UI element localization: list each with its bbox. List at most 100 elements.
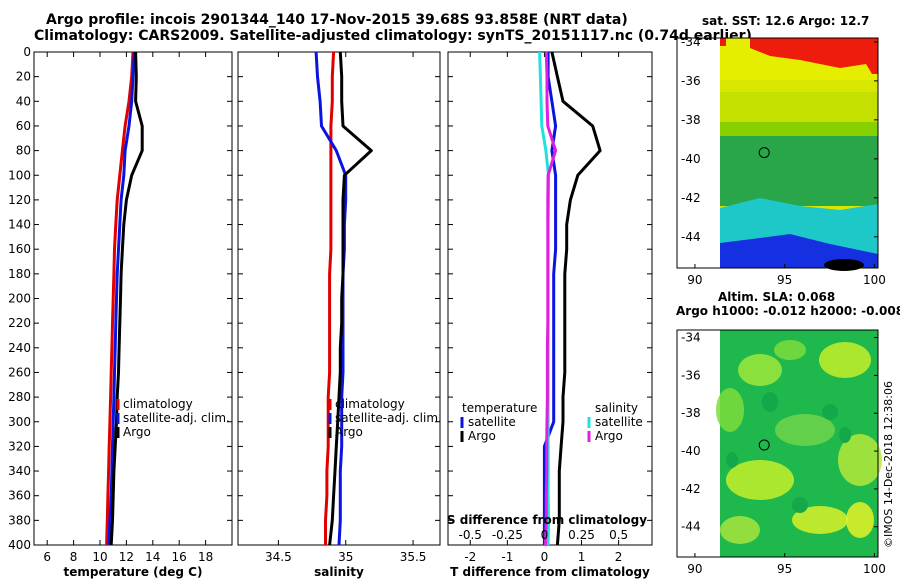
difference-xtick-label: 0	[541, 550, 549, 564]
depth-tick-label: 340	[8, 464, 31, 478]
temperature-series-climatology	[105, 51, 135, 546]
sla-low-spot	[822, 404, 838, 420]
diff-legend-temperature-title: temperature	[462, 401, 537, 415]
imos-credit: ©IMOS 14-Dec-2018 12:38:06	[882, 381, 895, 548]
sst-map-ytick-label: -44	[681, 230, 701, 244]
depth-tick-label: 40	[16, 94, 31, 108]
sst-map-frame	[676, 37, 879, 269]
sla-anomaly-blob	[726, 460, 794, 500]
temperature-series-satellite-adj-clim-	[107, 51, 136, 546]
temperature-legend-label: satellite-adj. clim.	[123, 411, 230, 425]
sla-anomaly-blob	[792, 506, 848, 534]
temperature-xtick-label: 16	[172, 550, 187, 564]
temperature-xtick-label: 18	[198, 550, 213, 564]
depth-tick-label: 400	[8, 538, 31, 552]
sla-map-ytick-label: -44	[681, 520, 701, 534]
sst-map-ytick-label: -36	[681, 74, 701, 88]
header-line-2: Climatology: CARS2009. Satellite-adjuste…	[34, 28, 752, 44]
sla-anomaly-blob	[819, 342, 871, 378]
temperature-xtick-label: 8	[70, 550, 78, 564]
difference-series-temperature-satellite	[542, 52, 558, 545]
sla-map-xtick-label: 95	[777, 562, 792, 576]
sla-argo-position-marker	[758, 439, 770, 451]
sla-map-xtick-label: 100	[863, 562, 886, 576]
header-line-1: Argo profile: incois 2901344_140 17-Nov-…	[46, 12, 628, 28]
sst-band-green	[720, 136, 878, 206]
sla-map-ytick-label: -40	[681, 444, 701, 458]
difference-xtick-label: -2	[464, 550, 476, 564]
diff-top-xtick-label: -0.5	[459, 528, 482, 542]
sla-map-ytick-label: -42	[681, 482, 701, 496]
salinity-series-climatology	[324, 51, 336, 545]
sst-map-xtick-label: 95	[777, 273, 792, 287]
difference-xlabel: T difference from climatology	[450, 565, 650, 579]
sla-anomaly-blob	[716, 388, 744, 432]
sst-map-xtick-label: 90	[687, 273, 702, 287]
sla-anomaly-blob	[720, 516, 760, 544]
depth-tick-label: 160	[8, 242, 31, 256]
diff-legend-salinity-label: Argo	[595, 429, 623, 443]
depth-tick-label: 20	[16, 70, 31, 84]
sst-map-ytick-label: -38	[681, 113, 701, 127]
sla-anomaly-blob	[738, 354, 782, 386]
sst-band-mid	[720, 92, 878, 122]
depth-tick-label: 380	[8, 513, 31, 527]
depth-tick-label: 300	[8, 415, 31, 429]
salinity-xlabel: salinity	[314, 565, 364, 579]
depth-tick-label: 140	[8, 218, 31, 232]
sla-anomaly-blob	[838, 434, 882, 486]
difference-xtick-label: -1	[501, 550, 513, 564]
sla-anomaly-blob	[846, 502, 874, 538]
sst-warm-patch	[750, 38, 878, 74]
sst-map-xtick-label: 100	[863, 273, 886, 287]
depth-tick-label: 240	[8, 341, 31, 355]
temperature-xlabel: temperature (deg C)	[64, 565, 203, 579]
sla-low-spot	[726, 452, 738, 468]
diff-legend-salinity-label: satellite	[595, 415, 643, 429]
difference-series-temperature-argo	[550, 51, 602, 546]
temperature-legend-label: climatology	[123, 397, 193, 411]
diff-legend-temperature-label: Argo	[468, 429, 496, 443]
depth-tick-label: 220	[8, 316, 31, 330]
sst-warm-speck	[720, 38, 726, 46]
depth-tick-label: 60	[16, 119, 31, 133]
diff-top-xtick-label: -0.25	[492, 528, 523, 542]
temperature-xtick-label: 12	[119, 550, 134, 564]
depth-tick-label: 200	[8, 292, 31, 306]
sla-map-frame	[676, 329, 879, 558]
sst-band-transition	[720, 122, 878, 136]
sst-map-ytick-label: -40	[681, 152, 701, 166]
diff-top-xtick-label: 0.25	[568, 528, 595, 542]
depth-tick-label: 280	[8, 390, 31, 404]
salinity-legend-label: satellite-adj. clim.	[335, 411, 442, 425]
sst-argo-position-marker	[758, 147, 770, 159]
difference-xtick-label: 1	[578, 550, 586, 564]
sla-anomaly-blob	[775, 414, 835, 446]
salinity-xtick-label: 34.5	[265, 550, 292, 564]
diff-top-xtick-label: 0.5	[609, 528, 628, 542]
difference-xtick-label: 2	[615, 550, 623, 564]
temperature-xtick-label: 14	[145, 550, 160, 564]
diff-top-xlabel: S difference from climatology	[447, 513, 647, 527]
sst-map-ytick-label: -34	[681, 35, 701, 49]
depth-tick-label: 320	[8, 439, 31, 453]
depth-tick-label: 360	[8, 489, 31, 503]
sla-low-spot	[839, 427, 851, 443]
temperature-legend-label: Argo	[123, 425, 151, 439]
depth-tick-label: 100	[8, 168, 31, 182]
depth-tick-label: 180	[8, 267, 31, 281]
difference-axes-frame	[447, 51, 653, 546]
salinity-series-argo	[328, 51, 373, 546]
sla-low-spot	[792, 497, 808, 513]
sla-map-ytick-label: -38	[681, 406, 701, 420]
sla-low-spot	[762, 392, 778, 412]
salinity-legend-label: climatology	[335, 397, 405, 411]
salinity-xtick-label: 35.5	[400, 550, 427, 564]
temperature-xtick-label: 10	[92, 550, 107, 564]
difference-series-salinity-argo	[544, 51, 558, 546]
salinity-legend-label: Argo	[335, 425, 363, 439]
temperature-series-argo	[109, 51, 144, 546]
temperature-xtick-label: 6	[43, 550, 51, 564]
sst-cold-patch	[824, 259, 864, 271]
depth-tick-label: 80	[16, 144, 31, 158]
